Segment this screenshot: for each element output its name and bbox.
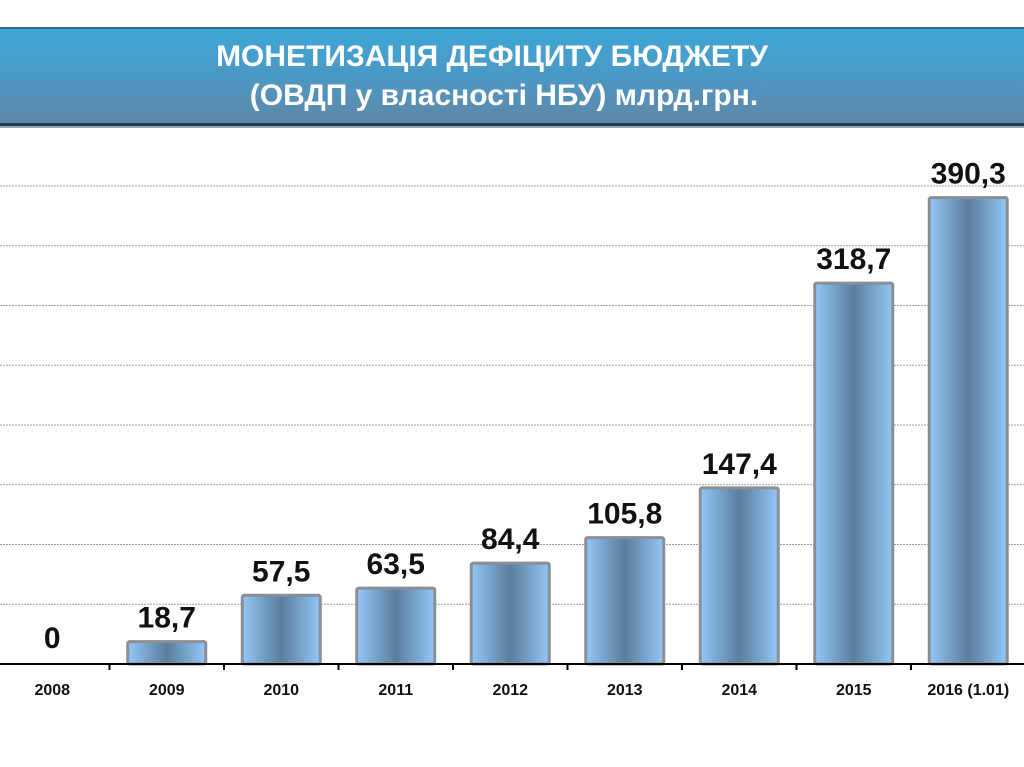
x-tick-label: 2015 <box>836 682 872 699</box>
data-label: 84,4 <box>481 523 540 556</box>
bar-2009 <box>126 640 208 666</box>
bar-2014 <box>698 486 780 666</box>
data-label: 63,5 <box>367 548 425 581</box>
x-tick-label: 2011 <box>378 682 413 699</box>
x-tick-label: 2009 <box>149 682 185 699</box>
data-label: 0 <box>44 622 61 655</box>
x-tick-label: 2016 (1.01) <box>927 682 1009 699</box>
bar-2011 <box>355 586 437 666</box>
bar-2012 <box>469 561 551 666</box>
x-tick-label: 2008 <box>34 682 70 699</box>
chart-title-line1: МОНЕТИЗАЦІЯ ДЕФІЦИТУ БЮДЖЕТУ <box>216 40 768 73</box>
title-banner: МОНЕТИЗАЦІЯ ДЕФІЦИТУ БЮДЖЕТУ (ОВДП у вла… <box>0 27 1024 126</box>
x-tick-label: 2012 <box>492 682 528 699</box>
bar-2013 <box>584 536 666 666</box>
x-tick-label: 2013 <box>607 682 643 699</box>
x-tick-label: 2014 <box>721 682 757 699</box>
data-label: 18,7 <box>138 602 196 635</box>
data-label: 105,8 <box>587 498 662 531</box>
bar-2010 <box>240 593 322 666</box>
x-tick-label: 2010 <box>263 682 299 699</box>
chart-title-line2: (ОВДП у власності НБУ) млрд.грн. <box>249 79 759 112</box>
bar-2015 <box>813 281 895 666</box>
data-label: 147,4 <box>702 448 777 481</box>
data-label: 318,7 <box>816 243 891 276</box>
bar-2016 (1.01) <box>927 196 1009 666</box>
data-label: 57,5 <box>252 555 310 588</box>
data-label: 390,3 <box>931 158 1006 191</box>
